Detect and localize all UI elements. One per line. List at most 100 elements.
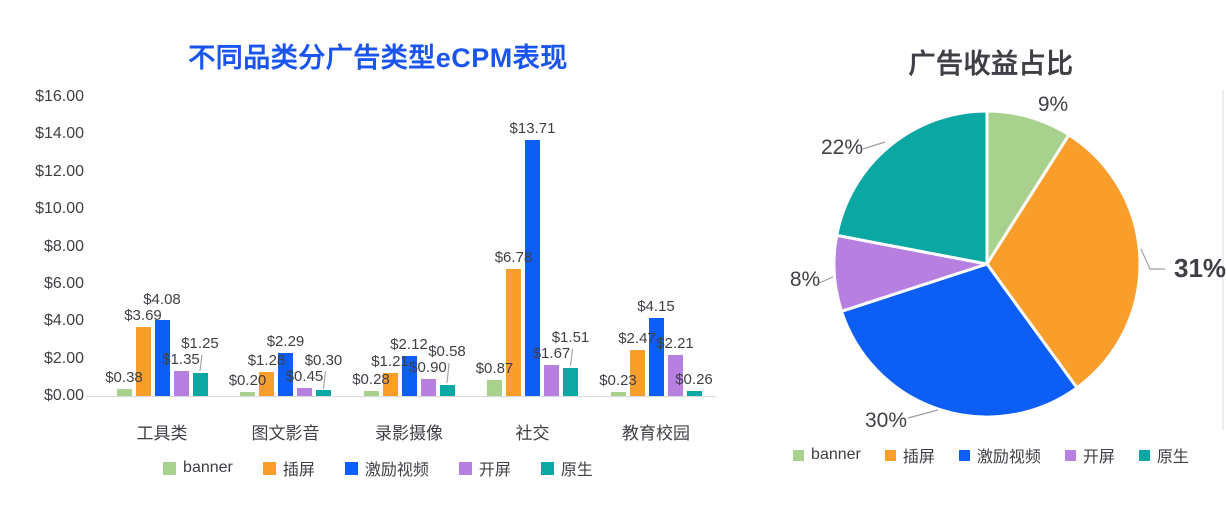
bar-value-label: $0.58	[428, 343, 466, 361]
bar-开屏	[173, 370, 189, 396]
bar-value-label: $3.69	[124, 307, 162, 325]
bar-激励视频	[525, 139, 540, 396]
bar-原生	[316, 390, 331, 396]
bar-value-label: $4.15	[637, 298, 675, 316]
pie-percentage-label: 8%	[790, 268, 820, 291]
x-axis-category-label: 录影摄像	[375, 424, 443, 443]
pie-percentage-label: 22%	[821, 136, 863, 159]
y-axis-tick-label: $4.00	[43, 312, 84, 330]
bar-value-label: $2.47	[618, 329, 656, 347]
pie-chart-legend: banner 插屏 激励视频 开屏 原生	[756, 443, 1226, 467]
legend-swatch	[540, 461, 554, 475]
bar-value-label: $6.78	[494, 249, 533, 267]
pie-leader-line	[1140, 248, 1165, 270]
bar-value-label: $0.87	[475, 359, 514, 377]
bar-value-label: $1.28	[247, 352, 286, 370]
revenue-pie-chart-panel: 广告收益占比 9% 31% 30% 8% 22% banner 插屏 激励视频 开屏 原生	[756, 0, 1226, 505]
bar-legend-item: 开屏	[458, 456, 511, 480]
bar-插屏	[382, 373, 398, 396]
bar-插屏	[135, 327, 151, 396]
bar-value-label: $1.51	[551, 328, 590, 346]
pie-legend-item: banner	[793, 446, 861, 464]
pie-slice-开屏	[832, 233, 989, 313]
legend-label: 开屏	[1082, 449, 1115, 466]
legend-swatch	[163, 461, 177, 475]
bar-value-label: $13.71	[509, 119, 556, 137]
pie-percentage-label: 31%	[1174, 253, 1226, 283]
bar-激励视频	[278, 353, 293, 396]
x-axis-line	[86, 396, 716, 397]
bar-value-label: $0.90	[409, 359, 447, 377]
legend-swatch	[1138, 449, 1150, 461]
bar-banner	[487, 379, 502, 396]
pie-legend-item: 激励视频	[958, 443, 1041, 467]
ecpm-bar-chart-panel: 不同品类分广告类型eCPM表现 $16.00 $14.00 $12.00 $10.00…	[0, 43, 756, 480]
legend-swatch	[1064, 449, 1076, 461]
bar-legend-item: 插屏	[262, 456, 315, 480]
pie-percentage-label: 9%	[1038, 93, 1068, 116]
pie-leader-line	[907, 409, 939, 419]
y-axis-tick-label: $14.00	[35, 125, 84, 143]
bar-激励视频	[154, 319, 170, 396]
y-axis-tick-label: $6.00	[43, 274, 84, 292]
bar-原生	[563, 367, 578, 396]
bar-banner	[116, 388, 132, 396]
y-axis-tick-label: $16.00	[35, 88, 84, 105]
bar-原生	[192, 372, 208, 396]
bar-value-label: $1.21	[371, 353, 409, 371]
bar-开屏	[544, 364, 559, 396]
bar-开屏	[667, 354, 683, 396]
bar-value-label: $4.08	[143, 291, 181, 309]
x-axis-category-label: 社交	[515, 424, 550, 443]
bar-banner	[240, 392, 255, 396]
bar-原生	[686, 391, 702, 396]
legend-label: banner	[811, 446, 861, 463]
legend-label: 开屏	[478, 462, 511, 479]
bar-value-label: $0.23	[599, 371, 637, 389]
legend-label: 原生	[560, 462, 593, 479]
bar-开屏	[297, 387, 312, 396]
pie-slice-激励视频	[839, 262, 1079, 419]
legend-label: 原生	[1156, 449, 1189, 466]
x-axis-category-label: 教育校园	[622, 424, 690, 443]
pie-percentage-label: 30%	[865, 409, 907, 432]
pie-leader-line	[818, 276, 834, 284]
bar-banner	[363, 390, 379, 396]
x-axis-category-label: 工具类	[136, 424, 188, 443]
y-axis-tick-label: $0.00	[43, 387, 84, 404]
legend-swatch	[793, 449, 805, 461]
bar-插屏	[259, 372, 274, 396]
bar-banner	[610, 391, 626, 396]
pie-legend-item: 插屏	[884, 443, 935, 467]
bar-value-label: $2.21	[656, 334, 694, 352]
bar-value-label: $0.26	[675, 371, 713, 389]
page-edge-line	[1222, 90, 1224, 430]
bar-value-label: $0.28	[352, 370, 390, 388]
y-axis-tick-label: $8.00	[43, 237, 84, 255]
pie-slice-插屏	[985, 133, 1142, 390]
bar-legend-item: 原生	[540, 456, 593, 480]
bar-value-label: $1.25	[181, 334, 219, 352]
bar-value-label: $1.35	[162, 350, 200, 368]
pie-slice-banner	[985, 109, 1071, 266]
bar-legend-item: banner	[163, 459, 233, 477]
bar-chart-legend: banner 插屏 激励视频 开屏 原生	[0, 456, 756, 480]
legend-label: 插屏	[902, 449, 935, 466]
legend-label: 插屏	[282, 462, 315, 479]
pie-chart-title: 广告收益占比	[908, 49, 1074, 79]
legend-label: 激励视频	[976, 449, 1041, 466]
legend-swatch	[458, 461, 472, 475]
pie-leader-line	[862, 141, 886, 150]
bar-开屏	[420, 379, 436, 396]
bar-插屏	[506, 269, 521, 396]
bar-原生	[439, 385, 455, 396]
legend-label: banner	[183, 459, 233, 476]
legend-swatch	[262, 461, 276, 475]
bar-value-label: $2.29	[266, 333, 305, 351]
bar-插屏	[629, 349, 645, 396]
bar-legend-item: 激励视频	[344, 456, 429, 480]
bar-value-label: $0.38	[105, 368, 143, 386]
legend-label: 激励视频	[364, 462, 429, 479]
y-axis-tick-label: $2.00	[43, 349, 84, 367]
bar-value-label: $2.12	[390, 336, 428, 354]
